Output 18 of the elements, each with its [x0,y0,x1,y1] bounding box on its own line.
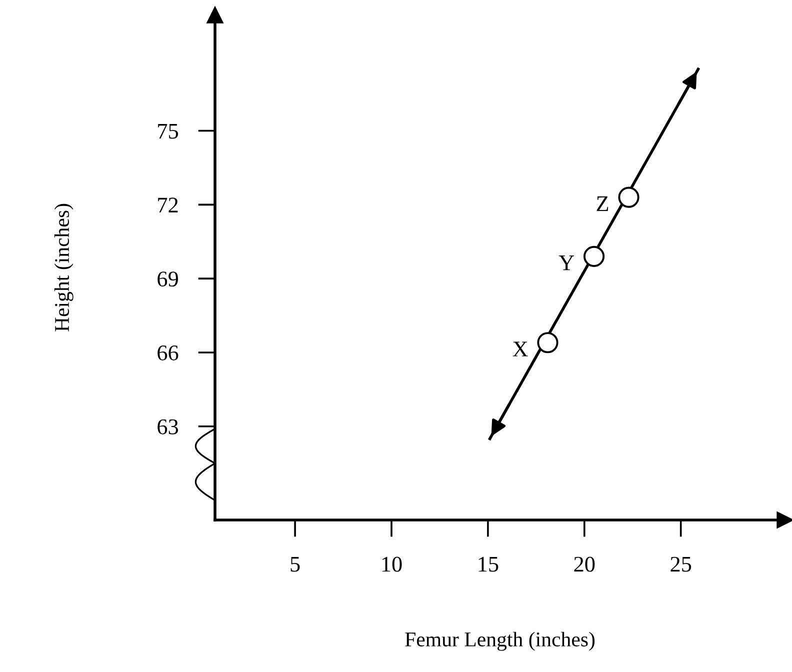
annotation: X [512,342,528,356]
annotation: Z [596,196,608,211]
x-tick-label: 20 [574,556,595,572]
x-tick-label: 15 [478,556,498,572]
y-axis-title: Height (inches) [54,204,74,332]
x-tick-label: 25 [670,556,692,572]
y-tick-label: 69 [158,272,178,287]
y-tick-label: 75 [158,124,178,139]
x-axis-title: Femur Length (inches) [405,632,595,651]
y-tick-label: 72 [158,198,178,212]
x-tick-label: 5 [290,556,300,572]
annotation: Y [558,256,574,270]
point [583,246,605,267]
y-tick-label: 63 [158,419,178,434]
point [537,332,558,354]
y-tick-label: 66 [158,345,178,360]
x-tick-label: 10 [382,556,402,572]
point [618,186,640,208]
